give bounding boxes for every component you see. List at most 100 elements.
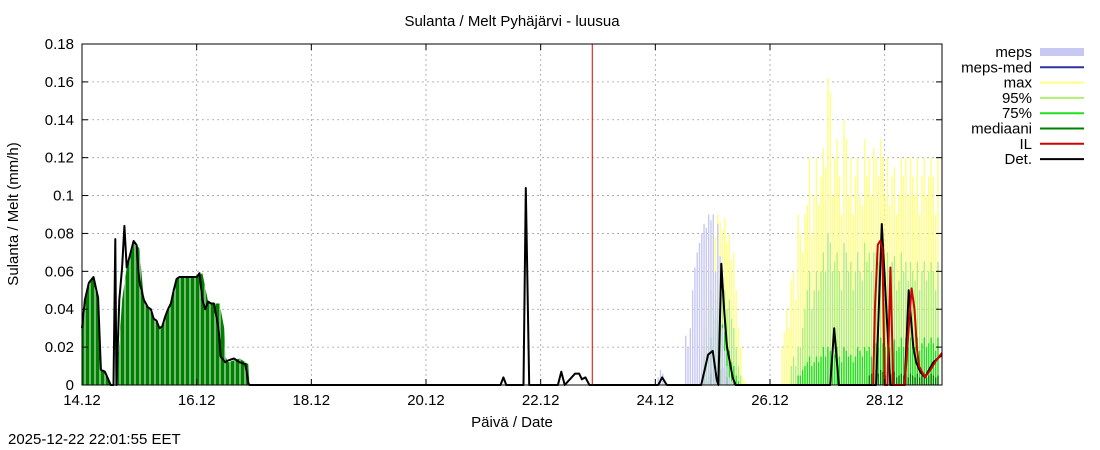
bar-mediaani — [932, 375, 935, 385]
bar-mediaani — [916, 373, 919, 385]
bar-mediaani — [930, 373, 932, 385]
bar-75% — [914, 347, 916, 385]
bar-meps — [703, 223, 705, 385]
bar-95% — [808, 271, 811, 385]
y-tick-label: 0.18 — [45, 36, 74, 53]
bar-mediaani — [918, 377, 921, 385]
bar-95% — [859, 271, 861, 385]
bar-75% — [898, 347, 900, 385]
bar-mediaani — [868, 375, 870, 385]
bar-95% — [921, 271, 923, 385]
bar-75% — [909, 337, 912, 385]
bar-75% — [799, 375, 802, 385]
bar-mediaani — [891, 373, 893, 385]
bar-mediaani — [870, 373, 873, 385]
bar-75% — [852, 362, 854, 385]
bar-75% — [838, 356, 841, 385]
bar-meps — [726, 366, 728, 385]
bar-95% — [795, 366, 797, 385]
bar-meps — [659, 369, 662, 385]
bar-mediaani — [921, 375, 923, 385]
bar-95% — [934, 290, 937, 385]
bar-75% — [923, 337, 925, 385]
legend-label: 75% — [1002, 105, 1032, 122]
bar-75% — [843, 347, 845, 385]
bar-95% — [790, 366, 792, 385]
bar-95% — [838, 271, 841, 385]
bar-75% — [861, 356, 864, 385]
bar-meps — [691, 290, 694, 385]
bar-75% — [863, 347, 866, 385]
bar-75% — [733, 366, 735, 385]
bar-75% — [811, 366, 813, 385]
bar-75% — [829, 350, 831, 385]
bar-meps — [687, 347, 689, 385]
y-tick-label: 0.16 — [45, 74, 74, 91]
bar-75% — [893, 339, 896, 385]
bar-75% — [850, 354, 852, 385]
bar-mediaani — [928, 375, 930, 385]
bar-mediaani — [937, 375, 939, 385]
bar-mediaani — [898, 375, 900, 385]
x-tick-label: 22.12 — [522, 392, 560, 409]
x-tick-label: 26.12 — [751, 392, 789, 409]
legend-label: mediaani — [971, 121, 1032, 138]
bar-95% — [928, 271, 930, 385]
bar-max — [735, 290, 737, 385]
bar-mediaani — [896, 377, 898, 385]
bar-95% — [801, 328, 804, 385]
bar-75% — [928, 343, 930, 385]
bar-75% — [937, 337, 939, 385]
bar-max — [827, 78, 829, 385]
bar-75% — [813, 362, 815, 385]
bar-meps — [694, 267, 696, 385]
bar-mediaani — [934, 377, 937, 385]
legend-label: meps-med — [961, 59, 1032, 76]
bar-75% — [735, 375, 737, 385]
bar-meps — [730, 381, 733, 385]
x-axis-label: Päivä / Date — [471, 414, 553, 431]
bar-mediaani — [907, 377, 909, 385]
bar-75% — [808, 356, 811, 385]
bar-75% — [801, 369, 804, 385]
bar-95% — [889, 280, 891, 385]
y-tick-label: 0 — [66, 377, 74, 394]
bar-95% — [879, 242, 882, 385]
bar-75% — [882, 343, 884, 385]
bar-95% — [850, 261, 852, 385]
bar-95% — [937, 261, 939, 385]
x-tick-label: 16.12 — [178, 392, 216, 409]
bar-95% — [811, 309, 813, 385]
bar-mediaani — [914, 377, 916, 385]
bar-95% — [902, 271, 905, 385]
bar-95% — [797, 347, 799, 385]
bar-95% — [884, 271, 886, 385]
bar-95% — [852, 290, 854, 385]
bar-75% — [822, 347, 825, 385]
bar-75% — [815, 356, 818, 385]
bar-95% — [735, 347, 737, 385]
bar-95% — [875, 252, 877, 385]
y-tick-label: 0.08 — [45, 225, 74, 242]
bar-75% — [907, 347, 909, 385]
legend-label: max — [1004, 75, 1033, 92]
bar-mediaani — [882, 371, 884, 385]
bar-75% — [737, 381, 740, 385]
bar-75% — [824, 356, 827, 385]
bar-meps — [717, 223, 719, 385]
bar-95% — [831, 271, 834, 385]
bar-75% — [934, 350, 937, 385]
bar-max — [733, 252, 735, 385]
bar-95% — [820, 271, 822, 385]
bar-75% — [834, 354, 836, 385]
bar-max — [799, 233, 802, 385]
bar-95% — [868, 252, 870, 385]
bar-mediaani — [925, 377, 928, 385]
bar-95% — [900, 252, 902, 385]
bar-mediaani — [923, 373, 925, 385]
bar-meps — [657, 377, 659, 385]
ensemble-bars — [657, 78, 939, 386]
bar-max — [785, 309, 788, 385]
